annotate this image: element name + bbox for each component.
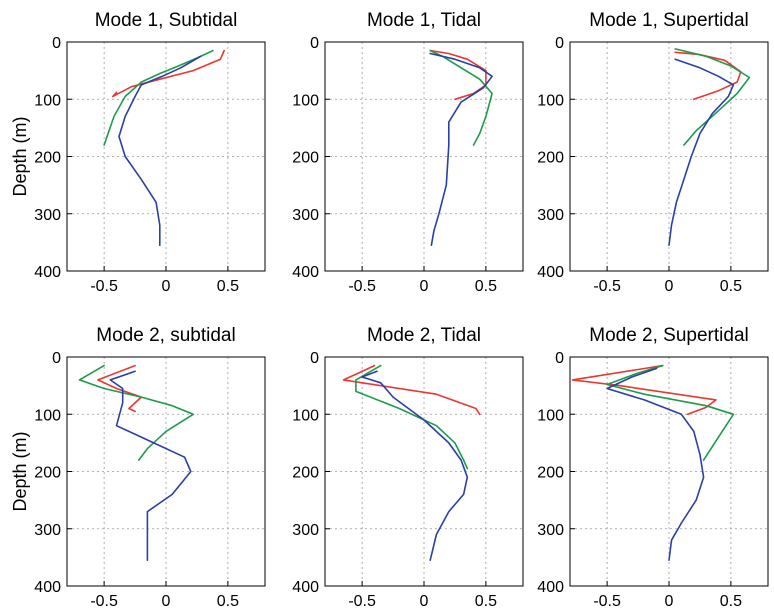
y-tick-label: 200 xyxy=(537,465,564,482)
y-tick-label: 400 xyxy=(537,264,564,281)
x-tick-label: -0.5 xyxy=(593,278,621,295)
y-tick-label: 400 xyxy=(292,579,319,596)
plot-frame xyxy=(569,41,769,272)
panel-5: -0.5 0 0.5 0 100 200 300 400 Mode 2, Tidal xyxy=(292,325,524,610)
series-line-green xyxy=(103,49,214,146)
x-tick-label: 0 xyxy=(665,278,674,295)
x-tick-label: 0.5 xyxy=(475,593,497,610)
x-tick-label: 0.5 xyxy=(217,593,239,610)
series-line-blue xyxy=(361,370,469,562)
series-line-blue xyxy=(429,52,493,246)
y-tick-label: 0 xyxy=(555,35,564,52)
panel-title: Mode 2, Supertidal xyxy=(589,325,749,346)
y-tick-label: 100 xyxy=(537,92,564,109)
x-tick-label: 0.5 xyxy=(217,278,239,295)
y-tick-label: 0 xyxy=(52,350,61,367)
x-tick-label: -0.5 xyxy=(593,593,621,610)
y-tick-label: 300 xyxy=(537,522,564,539)
series-line-red xyxy=(571,364,717,416)
y-tick-label: 0 xyxy=(52,35,61,52)
series-line-green xyxy=(355,364,469,470)
panel-title: Mode 1, Supertidal xyxy=(589,10,749,31)
x-tick-label: 0 xyxy=(162,593,171,610)
y-axis-label: Depth (m) xyxy=(10,431,30,511)
y-tick-label: 100 xyxy=(34,407,61,424)
panel-1: -0.5 0 0.5 0 100 200 300 400 Mode 1, Subtidal Dep… xyxy=(10,10,266,295)
plot-frame xyxy=(569,356,769,587)
plot-frame xyxy=(66,356,266,587)
y-tick-label: 0 xyxy=(555,350,564,367)
plot-frame xyxy=(324,41,524,272)
x-tick-label: -0.5 xyxy=(90,278,118,295)
y-tick-label: 100 xyxy=(292,407,319,424)
y-tick-label: 400 xyxy=(34,579,61,596)
y-tick-label: 300 xyxy=(34,522,61,539)
panel-title: Mode 2, Tidal xyxy=(367,325,481,346)
panel-3: -0.5 0 0.5 0 100 200 300 400 Mode 1, Supertidal xyxy=(537,10,769,295)
series-line-blue xyxy=(606,367,705,562)
plot-frame xyxy=(66,41,266,272)
y-tick-label: 200 xyxy=(292,150,319,167)
y-tick-label: 400 xyxy=(537,579,564,596)
y-tick-label: 300 xyxy=(537,207,564,224)
y-tick-label: 0 xyxy=(310,350,319,367)
series-line-red xyxy=(342,364,481,416)
y-tick-label: 0 xyxy=(310,35,319,52)
series-line-green xyxy=(674,48,751,146)
x-tick-label: 0.5 xyxy=(720,593,742,610)
plot-frame xyxy=(324,356,524,587)
x-tick-label: -0.5 xyxy=(90,593,118,610)
x-tick-label: 0 xyxy=(420,593,429,610)
y-tick-label: 100 xyxy=(292,92,319,109)
series-line-red xyxy=(112,49,225,98)
y-tick-label: 200 xyxy=(34,150,61,167)
x-tick-label: 0 xyxy=(162,278,171,295)
panel-2: -0.5 0 0.5 0 100 200 300 400 Mode 1, Tidal xyxy=(292,10,524,295)
x-tick-label: 0.5 xyxy=(475,278,497,295)
y-tick-label: 400 xyxy=(34,264,61,281)
x-tick-label: 0 xyxy=(665,593,674,610)
y-tick-label: 100 xyxy=(537,407,564,424)
y-tick-label: 200 xyxy=(292,465,319,482)
series-line-green xyxy=(429,49,493,146)
series-line-red xyxy=(97,364,143,413)
y-axis-label: Depth (m) xyxy=(10,116,30,196)
panel-title: Mode 1, Tidal xyxy=(367,10,481,31)
series-line-green xyxy=(606,364,735,461)
x-tick-label: 0 xyxy=(420,278,429,295)
panel-6: -0.5 0 0.5 0 100 200 300 400 Mode 2, Supertidal xyxy=(537,325,769,610)
y-tick-label: 200 xyxy=(34,465,61,482)
x-tick-label: -0.5 xyxy=(348,278,376,295)
x-tick-label: 0.5 xyxy=(720,278,742,295)
y-tick-label: 100 xyxy=(34,92,61,109)
series-line-blue xyxy=(118,55,202,246)
y-tick-label: 300 xyxy=(292,207,319,224)
series-line-green xyxy=(78,364,194,461)
panel-4: -0.5 0 0.5 0 100 200 300 400 Mode 2, subtidal Dep… xyxy=(10,325,266,610)
panel-title: Mode 2, subtidal xyxy=(96,325,235,346)
panel-title: Mode 1, Subtidal xyxy=(95,10,238,31)
series-line-blue xyxy=(109,370,192,562)
x-tick-label: -0.5 xyxy=(348,593,376,610)
y-tick-label: 300 xyxy=(292,522,319,539)
y-tick-label: 400 xyxy=(292,264,319,281)
series-line-blue xyxy=(668,58,735,246)
y-tick-label: 200 xyxy=(537,150,564,167)
y-tick-label: 300 xyxy=(34,207,61,224)
